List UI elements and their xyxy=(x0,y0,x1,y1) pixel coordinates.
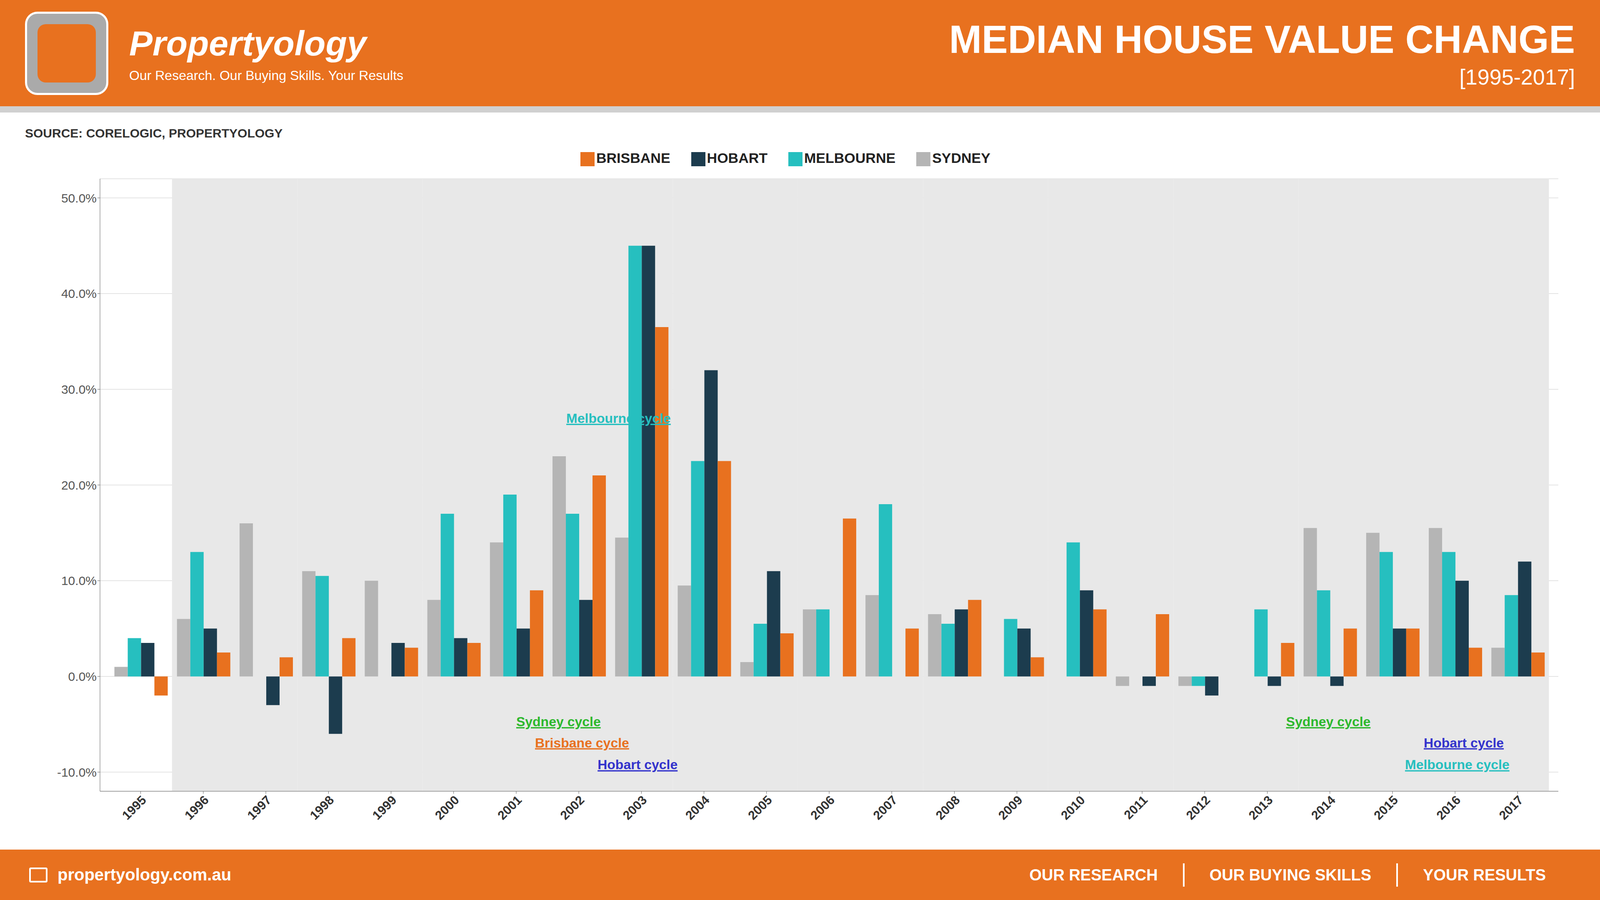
svg-text:2008: 2008 xyxy=(932,792,963,823)
svg-text:1997: 1997 xyxy=(244,792,275,823)
svg-text:-10.0%: -10.0% xyxy=(57,765,97,780)
svg-text:2004: 2004 xyxy=(682,792,713,823)
svg-text:1999: 1999 xyxy=(369,792,400,823)
html-text:MELBOURNE: MELBOURNE xyxy=(804,150,896,166)
svg-text:1996: 1996 xyxy=(182,792,212,823)
svg-text:Hobart cycle: Hobart cycle xyxy=(1423,735,1504,751)
html-text:[1995-2017]: [1995-2017] xyxy=(1459,64,1575,89)
svg-text:Brisbane cycle: Brisbane cycle xyxy=(535,735,630,751)
svg-text:2015: 2015 xyxy=(1371,792,1401,823)
svg-text:Melbourne cycle: Melbourne cycle xyxy=(566,410,671,426)
svg-text:30.0%: 30.0% xyxy=(61,382,97,397)
svg-text:50.0%: 50.0% xyxy=(61,191,97,205)
svg-text:2006: 2006 xyxy=(807,792,838,823)
svg-text:Sydney cycle: Sydney cycle xyxy=(1286,714,1371,730)
svg-text:1995: 1995 xyxy=(119,792,149,823)
svg-text:40.0%: 40.0% xyxy=(61,286,97,301)
svg-text:0.0%: 0.0% xyxy=(68,669,97,684)
html-text:YOUR RESULTS: YOUR RESULTS xyxy=(1422,866,1546,884)
svg-text:1998: 1998 xyxy=(307,792,337,823)
svg-text:2016: 2016 xyxy=(1433,792,1464,823)
svg-text:2009: 2009 xyxy=(995,792,1025,823)
svg-text:2003: 2003 xyxy=(620,792,650,823)
html-text:BRISBANE: BRISBANE xyxy=(596,150,671,166)
svg-text:2000: 2000 xyxy=(432,792,462,823)
html-text:OUR RESEARCH: OUR RESEARCH xyxy=(1029,866,1158,884)
svg-text:2002: 2002 xyxy=(557,792,588,823)
svg-text:2012: 2012 xyxy=(1183,792,1213,823)
html-text:Our Research. Our Buying Skill: Our Research. Our Buying Skills. Your Re… xyxy=(129,67,404,83)
html-text:propertyology.com.au: propertyology.com.au xyxy=(57,865,232,884)
html-text:SOURCE: CORELOGIC, PROPERTYOLO: SOURCE: CORELOGIC, PROPERTYOLOGY xyxy=(25,126,283,140)
html-text:Propertyology: Propertyology xyxy=(129,23,367,63)
svg-text:2010: 2010 xyxy=(1058,792,1088,823)
html-text:SYDNEY: SYDNEY xyxy=(932,150,991,166)
html-text:MEDIAN HOUSE VALUE CHANGE: MEDIAN HOUSE VALUE CHANGE xyxy=(949,17,1575,62)
svg-text:2001: 2001 xyxy=(495,792,525,823)
svg-text:2007: 2007 xyxy=(870,792,900,823)
html-text:HOBART: HOBART xyxy=(706,150,768,166)
svg-text:Melbourne cycle: Melbourne cycle xyxy=(1405,757,1510,773)
svg-text:2013: 2013 xyxy=(1245,792,1276,823)
svg-text:Hobart cycle: Hobart cycle xyxy=(597,757,678,773)
svg-text:2011: 2011 xyxy=(1121,792,1150,822)
svg-text:Sydney cycle: Sydney cycle xyxy=(516,714,601,730)
svg-text:2014: 2014 xyxy=(1308,792,1338,823)
html-text:OUR BUYING SKILLS: OUR BUYING SKILLS xyxy=(1209,866,1372,884)
svg-text:10.0%: 10.0% xyxy=(61,573,97,588)
svg-text:2005: 2005 xyxy=(745,792,775,823)
svg-text:20.0%: 20.0% xyxy=(61,478,97,493)
svg-text:2017: 2017 xyxy=(1496,792,1526,823)
